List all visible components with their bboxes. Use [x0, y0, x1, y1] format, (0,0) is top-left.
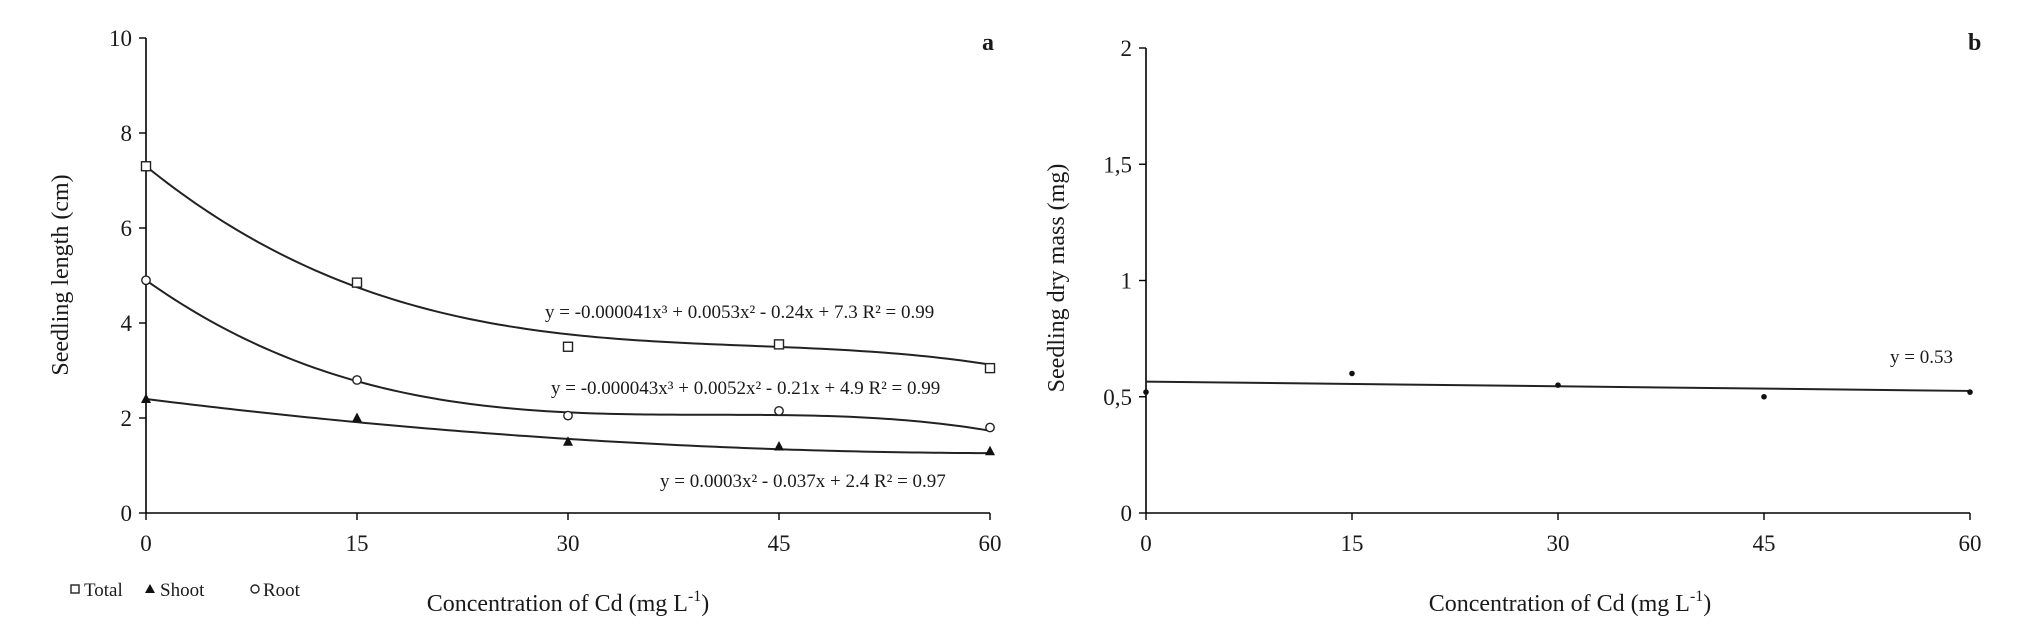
- panel-b-x-tick-label: 15: [1341, 531, 1364, 556]
- legend-root-marker: [250, 584, 260, 594]
- data-point-dry-mass: [1143, 389, 1149, 395]
- panel-a-label: a: [982, 30, 994, 56]
- equation-dry-mass: y = 0.53: [1890, 347, 1953, 368]
- panel-a-legend: Total Shoot Root: [70, 580, 301, 601]
- panel-a-x-axis-label: Concentration of Cd (mg L-1): [427, 588, 710, 617]
- legend-total-label: Total: [84, 580, 123, 601]
- panel-b-x-axis-label: Concentration of Cd (mg L-1): [1429, 588, 1712, 617]
- data-point-total: [562, 341, 574, 352]
- panel-a-seedling-length: 0 2 4 6 8 10 0 15 30 45 60 y = -0.000041x³ + 0.00…: [48, 26, 1002, 617]
- panel-b-label: b: [1968, 30, 1981, 56]
- equation-root: y = -0.000043x³ + 0.0052x² - 0.21x + 4.9…: [551, 378, 940, 399]
- panel-a-y-tick-label: 0: [121, 501, 133, 526]
- data-point-root: [774, 405, 784, 416]
- equation-total: y = -0.000041x³ + 0.0053x² - 0.24x + 7.3…: [545, 302, 934, 323]
- panel-b-y-tick-label: 2: [1121, 36, 1133, 61]
- data-point-dry-mass: [1761, 393, 1767, 400]
- panel-b-x-tick-label: 0: [1140, 531, 1152, 556]
- panel-a-x-tick-label: 30: [557, 531, 580, 556]
- panel-b-y-tick-label: 0,5: [1103, 385, 1132, 410]
- panel-a-y-tick-label: 8: [121, 121, 133, 146]
- panel-a-x-tick-label: 15: [346, 531, 369, 556]
- data-point-root: [141, 275, 151, 286]
- panel-b-y-tick-label: 1: [1121, 269, 1133, 294]
- panel-a-y-axis-label: Seedling length (cm): [48, 174, 74, 375]
- data-point-root: [352, 375, 362, 385]
- data-point-total: [140, 161, 152, 172]
- data-point-root: [985, 422, 995, 433]
- panel-a-y-tick-label: 4: [121, 311, 133, 336]
- data-point-dry-mass: [1967, 389, 1973, 395]
- legend-shoot-marker: [145, 584, 155, 593]
- panel-b-seedling-dry-mass: 0 0,5 1 1,5 2 0 15 30 45 60 y = 0.53 b Seedling …: [1044, 30, 1982, 617]
- panel-a-y-tick-label: 6: [121, 216, 133, 241]
- panel-b-x-tick-label: 60: [1959, 531, 1982, 556]
- data-point-shoot: [141, 393, 151, 403]
- panel-a-y-tick-label: 10: [109, 26, 132, 51]
- legend-shoot-label: Shoot: [160, 580, 205, 601]
- panel-a-x-tick-label: 45: [768, 531, 791, 556]
- panel-b-x-tick-label: 45: [1753, 531, 1776, 556]
- panel-a-x-tick-label: 60: [979, 531, 1002, 556]
- data-point-root: [563, 410, 573, 421]
- data-point-total: [984, 362, 996, 374]
- panel-a-y-tick-label: 2: [121, 406, 133, 431]
- equation-shoot: y = 0.0003x² - 0.037x + 2.4 R² = 0.97: [660, 471, 946, 492]
- fit-curve-total: [145, 165, 991, 366]
- panel-b-y-axis-label: Seedling dry mass (mg): [1044, 164, 1070, 393]
- legend-total-marker: [70, 584, 80, 594]
- data-point-shoot: [563, 436, 573, 446]
- panel-b-y-tick-label: 1,5: [1103, 152, 1132, 177]
- data-point-shoot: [985, 445, 995, 456]
- data-point-shoot: [774, 441, 784, 451]
- data-point-dry-mass: [1555, 382, 1561, 388]
- data-point-total: [773, 339, 785, 350]
- legend-root-label: Root: [263, 580, 301, 601]
- data-point-shoot: [352, 412, 362, 422]
- data-point-dry-mass: [1349, 370, 1355, 377]
- data-point-total: [351, 277, 363, 288]
- panel-a-x-tick-label: 0: [140, 531, 152, 556]
- panel-b-x-tick-label: 30: [1547, 531, 1570, 556]
- panel-b-y-tick-label: 0: [1121, 501, 1133, 526]
